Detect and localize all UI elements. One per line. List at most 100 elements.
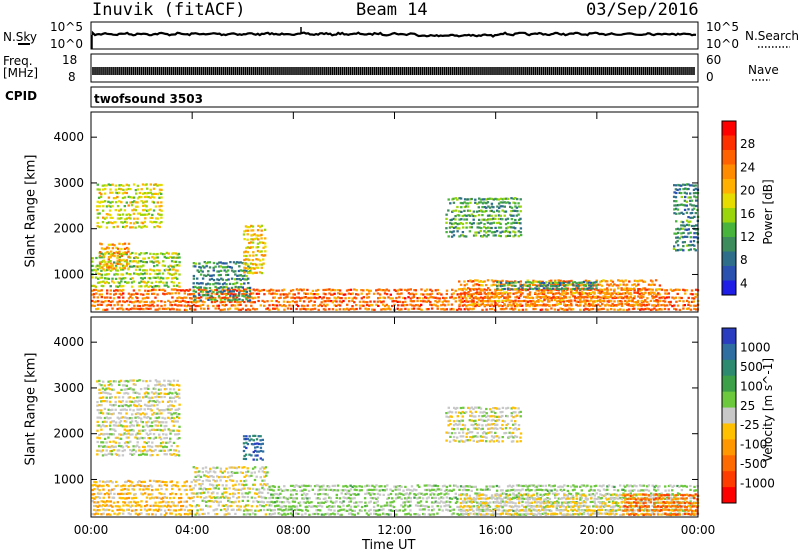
heatmap-cell [687, 301, 691, 304]
heatmap-cell [622, 292, 625, 295]
heatmap-cell [188, 288, 192, 291]
heatmap-cell [111, 247, 115, 250]
heatmap-cell [232, 495, 235, 498]
heatmap-cell [124, 277, 127, 280]
heatmap-cell [140, 280, 143, 283]
heatmap-cell [459, 295, 463, 298]
heatmap-cell [313, 307, 317, 310]
heatmap-cell [228, 497, 232, 500]
heatmap-cell [561, 291, 564, 294]
heatmap-cell [208, 290, 212, 293]
heatmap-cell [506, 217, 510, 220]
heatmap-cell [686, 299, 689, 302]
heatmap-cell [549, 285, 553, 288]
heatmap-cell [169, 264, 172, 267]
heatmap-cell [657, 303, 660, 306]
heatmap-cell [525, 296, 528, 299]
heatmap-cell [238, 508, 241, 511]
heatmap-cell [218, 282, 221, 285]
heatmap-cell [626, 289, 629, 292]
heatmap-cell [604, 295, 607, 298]
heatmap-cell [693, 232, 696, 235]
heatmap-cell [214, 282, 217, 285]
heatmap-cell [624, 284, 627, 287]
heatmap-cell [382, 296, 385, 299]
heatmap-cell [488, 299, 492, 302]
heatmap-cell [114, 424, 117, 427]
heatmap-cell [254, 454, 257, 457]
heatmap-cell [125, 408, 128, 412]
heatmap-cell [555, 292, 558, 295]
heatmap-cell [246, 512, 249, 515]
heatmap-cell [456, 308, 459, 311]
heatmap-cell [112, 412, 115, 415]
heatmap-cell [694, 212, 697, 215]
heatmap-cell [230, 501, 234, 504]
heatmap-cell [586, 281, 589, 284]
heatmap-cell [234, 466, 237, 469]
heatmap-cell [494, 226, 497, 229]
heatmap-cell [672, 289, 676, 292]
heatmap-cell [572, 284, 575, 287]
heatmap-cell [143, 445, 146, 449]
heatmap-cell [449, 230, 452, 233]
heatmap-cell [517, 296, 521, 300]
heatmap-cell [266, 307, 269, 310]
heatmap-cell [507, 303, 510, 306]
heatmap-cell [118, 505, 121, 508]
heatmap-cell [203, 512, 206, 515]
heatmap-cell [281, 293, 284, 296]
heatmap-cell [189, 304, 192, 308]
heatmap-cell [108, 440, 112, 443]
heatmap-cell [466, 202, 470, 205]
heatmap-cell [257, 292, 261, 295]
heatmap-cell [523, 288, 526, 291]
heatmap-cell [160, 288, 163, 292]
heatmap-cell [98, 396, 101, 399]
heatmap-cell [470, 300, 474, 303]
heatmap-cell [282, 501, 286, 504]
heatmap-cell [92, 296, 96, 299]
heatmap-cell [488, 292, 491, 295]
heatmap-cell [241, 299, 244, 302]
heatmap-cell [96, 221, 99, 225]
heatmap-cell [136, 483, 139, 487]
heatmap-cell [122, 296, 125, 299]
heatmap-cell [153, 504, 156, 507]
heatmap-cell [96, 183, 99, 186]
heatmap-cell [537, 289, 540, 292]
heatmap-cell [91, 257, 94, 260]
heatmap-cell [232, 466, 235, 469]
heatmap-cell [255, 266, 258, 269]
heatmap-cell [261, 487, 264, 490]
heatmap-cell [111, 408, 114, 411]
heatmap-cell [485, 300, 488, 303]
heatmap-cell [472, 299, 475, 302]
heatmap-cell [159, 384, 163, 387]
heatmap-cell [145, 307, 148, 310]
heatmap-cell [230, 466, 233, 469]
heatmap-cell [277, 301, 280, 304]
heatmap-cell [185, 512, 188, 516]
heatmap-cell [256, 246, 260, 249]
heatmap-cell [118, 255, 122, 259]
heatmap-cell [187, 496, 190, 499]
heatmap-cell [225, 286, 228, 289]
heatmap-cell [179, 493, 183, 496]
heatmap-cell [114, 265, 118, 268]
heatmap-cell [149, 277, 152, 280]
heatmap-cell [591, 307, 595, 311]
heatmap-cell [255, 234, 258, 237]
heatmap-cell [132, 383, 136, 386]
heatmap-cell [676, 239, 679, 243]
heatmap-cell [156, 299, 160, 303]
heatmap-cell [142, 425, 145, 428]
heatmap-cell [178, 413, 181, 416]
heatmap-cell [680, 224, 683, 227]
heatmap-cell [622, 283, 625, 286]
heatmap-cell [637, 307, 640, 310]
heatmap-cell [129, 260, 132, 263]
heatmap-cell [501, 209, 504, 212]
heatmap-cell [189, 307, 192, 310]
heatmap-cell [98, 289, 101, 292]
